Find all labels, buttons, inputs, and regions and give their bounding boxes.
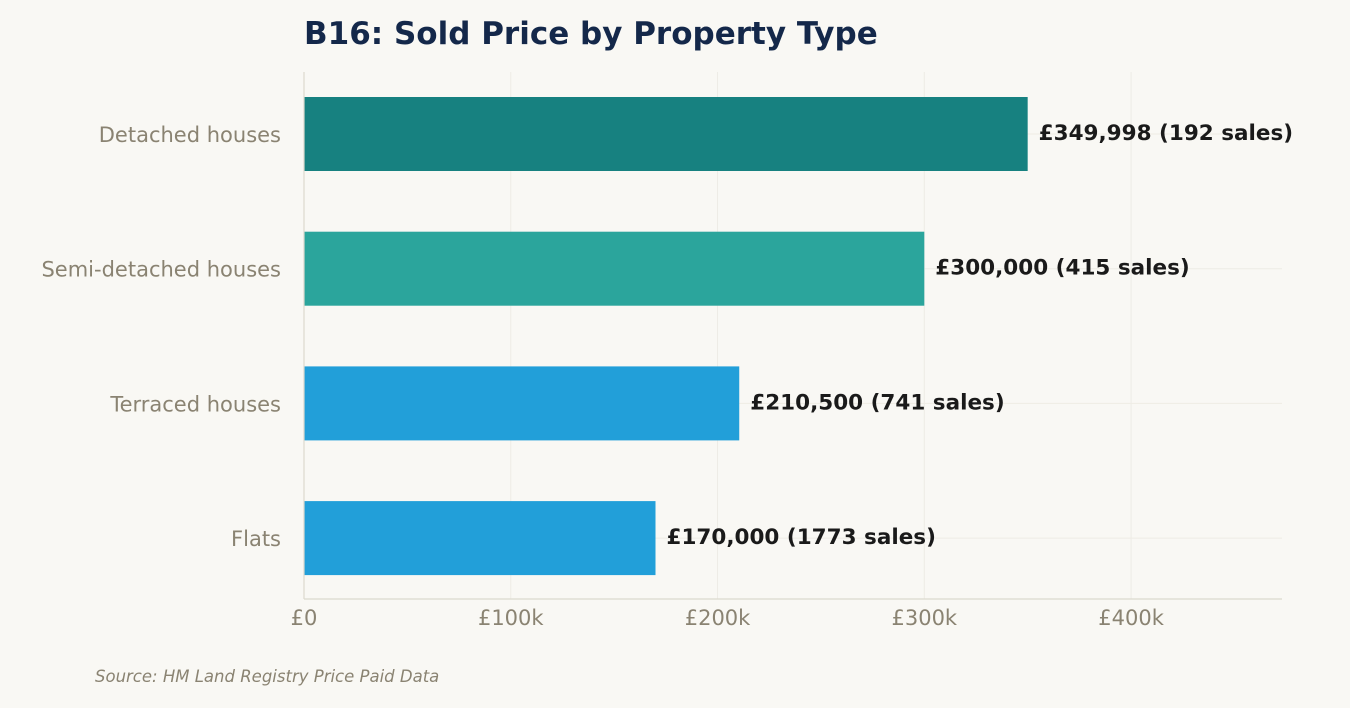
bar [304, 501, 656, 576]
x-tick-label: £300k [891, 606, 957, 630]
value-label: £349,998 (192 sales) [1039, 121, 1293, 146]
category-label: Terraced houses [109, 392, 281, 416]
value-label: £300,000 (415 sales) [935, 256, 1189, 281]
category-label: Semi-detached houses [41, 258, 281, 282]
value-label: £170,000 (1773 sales) [667, 525, 936, 550]
bar [304, 366, 740, 441]
category-label: Flats [231, 527, 281, 551]
x-tick-label: £400k [1098, 606, 1164, 630]
category-label: Detached houses [99, 123, 281, 147]
axes [303, 72, 1282, 600]
value-label: £210,500 (741 sales) [750, 390, 1004, 415]
bar [304, 231, 925, 306]
labels: £0 £100k £200k £300k £400k Detached houses Sem… [41, 121, 1293, 630]
chart-title: B16: Sold Price by Property Type [304, 16, 878, 52]
x-tick-label: £0 [291, 606, 318, 630]
x-tick-label: £200k [685, 606, 751, 630]
source-note: Source: HM Land Registry Price Paid Data [95, 667, 439, 686]
bar [304, 97, 1028, 171]
x-tick-label: £100k [478, 606, 544, 630]
bars [304, 97, 1028, 576]
